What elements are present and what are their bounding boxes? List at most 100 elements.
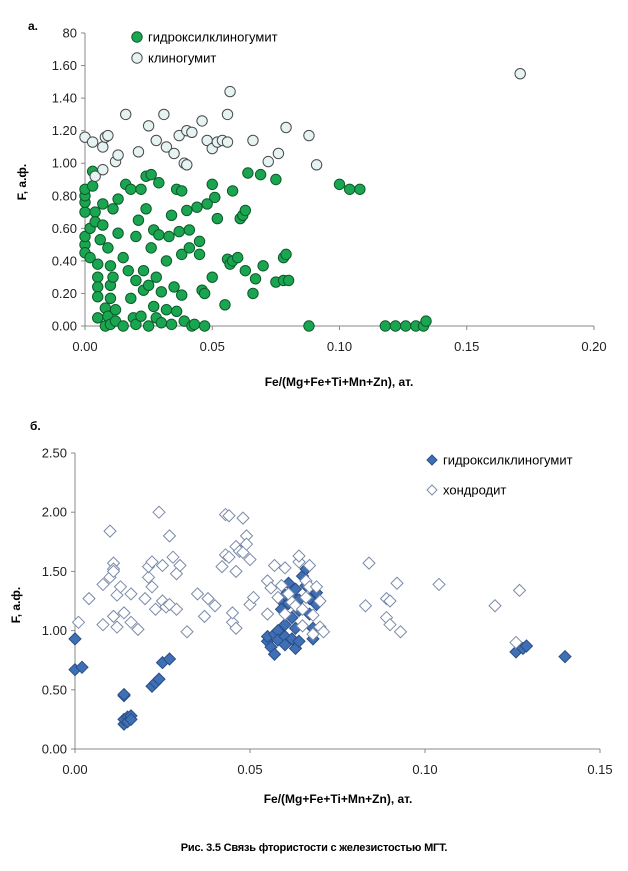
data-point (303, 320, 315, 332)
data-point (106, 609, 121, 624)
y-tick-label: 0.60 (52, 221, 77, 236)
series-1 (68, 562, 572, 731)
data-point (176, 289, 188, 301)
data-point (333, 178, 346, 191)
data-point (155, 558, 170, 573)
data-point (222, 509, 236, 523)
data-point (303, 129, 315, 142)
data-point (260, 607, 275, 621)
data-point (94, 234, 106, 246)
data-point (173, 225, 185, 238)
y-tick-label: 80 (63, 26, 77, 41)
data-point (71, 615, 86, 630)
data-point (215, 559, 229, 574)
data-point (97, 164, 109, 176)
data-point (183, 242, 196, 254)
data-point (148, 300, 160, 313)
data-point (271, 590, 285, 605)
data-point (145, 168, 157, 181)
data-point (280, 248, 292, 261)
data-point (432, 577, 446, 592)
data-point (282, 274, 295, 287)
y-tick-label: 1.40 (52, 91, 77, 106)
data-point (97, 198, 109, 210)
data-point (190, 587, 205, 601)
data-point (153, 177, 165, 189)
data-point (158, 108, 170, 121)
y-tick-label: 2.00 (42, 505, 67, 520)
panel-label: а. (28, 19, 38, 33)
x-tick-label: 0.10 (327, 339, 352, 354)
legend-label: клиногумит (148, 51, 216, 66)
data-point (86, 136, 99, 148)
legend-label: хондродит (443, 483, 506, 498)
data-point (343, 183, 356, 195)
data-point (162, 529, 177, 543)
data-point (239, 537, 254, 551)
data-point (103, 524, 117, 538)
data-point (102, 242, 114, 254)
data-point (270, 173, 282, 186)
y-tick-label: 1.00 (52, 156, 77, 171)
data-point (226, 185, 239, 197)
data-point (393, 625, 408, 639)
data-point (222, 550, 236, 564)
data-point (186, 126, 198, 138)
data-point (519, 639, 534, 653)
data-point (310, 159, 323, 171)
y-tick-label: 0.00 (42, 742, 67, 757)
data-point (278, 607, 292, 621)
data-point (82, 591, 96, 606)
data-point (176, 248, 188, 261)
data-point (145, 555, 159, 569)
data-point (247, 287, 259, 300)
data-point (130, 230, 142, 243)
data-point (75, 660, 89, 675)
y-tick-label: 0.00 (52, 319, 77, 334)
data-point (229, 564, 243, 579)
data-point (197, 609, 212, 624)
y-tick-label: 1.20 (52, 123, 77, 138)
data-point (292, 549, 306, 563)
data-point (124, 712, 138, 727)
x-axis-label: Fe/(Mg+Fe+Ti+Mn+Zn), ат. (265, 375, 414, 389)
data-point (113, 580, 128, 594)
data-point (150, 134, 162, 147)
data-point (206, 271, 218, 283)
data-point (181, 159, 193, 171)
legend-label: гидроксилклиногумит (443, 453, 573, 468)
data-point (196, 115, 208, 127)
data-point (309, 580, 324, 594)
data-point (131, 622, 145, 637)
y-axis-label: F, а.ф. (9, 587, 23, 624)
data-point (229, 621, 243, 635)
data-point (193, 235, 206, 248)
data-point (509, 635, 523, 650)
data-point (107, 271, 119, 283)
data-point (130, 318, 142, 331)
data-point (420, 315, 432, 327)
data-point (236, 511, 250, 525)
data-point (135, 310, 147, 322)
data-point (125, 292, 137, 305)
data-point (201, 591, 215, 606)
panel-label: б. (30, 419, 41, 433)
data-point (141, 570, 156, 585)
data-point (110, 620, 124, 634)
data-point (225, 606, 240, 620)
y-tick-label: 0.80 (52, 188, 77, 203)
data-point (79, 206, 91, 218)
legend-label: гидроксилклиногумит (148, 30, 278, 45)
data-point (239, 264, 252, 277)
data-point (383, 617, 397, 632)
data-point (316, 625, 331, 639)
data-point (512, 583, 527, 598)
data-point (130, 274, 142, 287)
x-tick-label: 0.20 (581, 339, 606, 354)
data-point (247, 134, 259, 147)
y-tick-label: 0.50 (42, 682, 67, 697)
data-point (92, 291, 104, 303)
series-2 (79, 67, 526, 182)
x-tick-label: 0.15 (587, 762, 612, 777)
data-point (274, 578, 289, 593)
